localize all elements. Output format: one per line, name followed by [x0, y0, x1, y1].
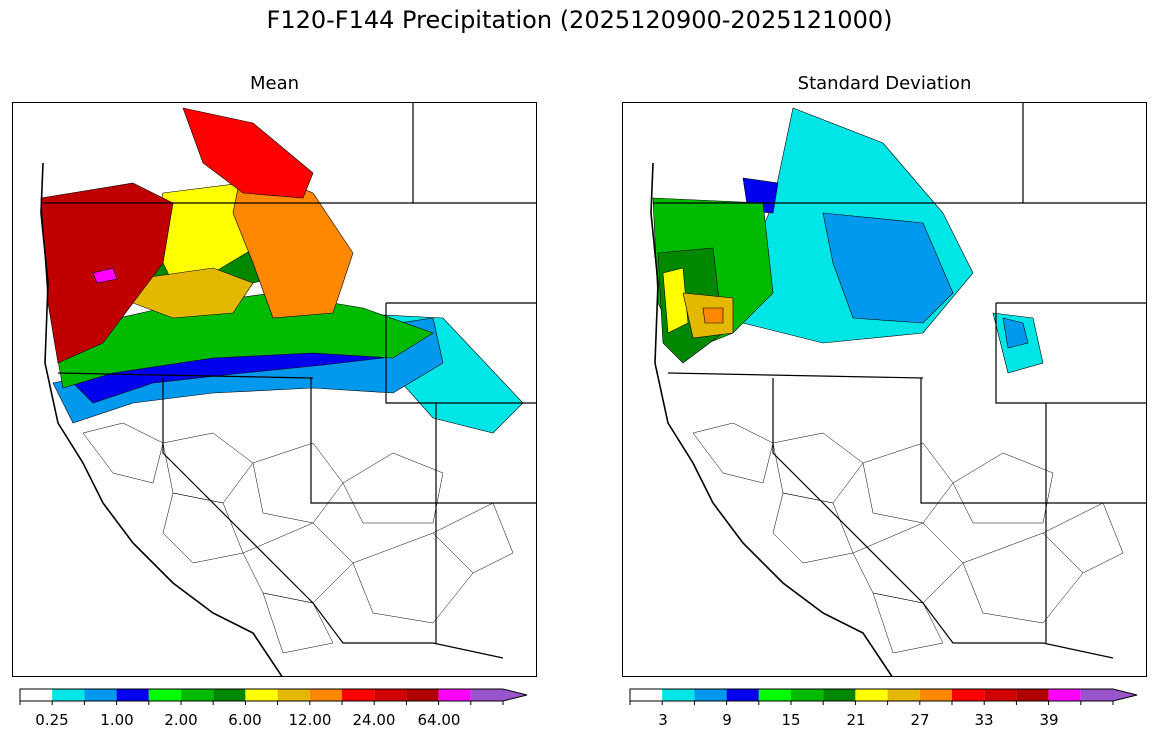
colorbar-segment: [952, 689, 985, 701]
colorbar-mean: [19, 688, 530, 705]
region-magenta: [92, 267, 118, 284]
colorbar-std-label-3: 21: [846, 711, 866, 729]
region-ne-blue: [1002, 317, 1029, 349]
basin-outlines: [82, 422, 514, 654]
colorbar-std-svg: [629, 688, 1138, 705]
colorbar-segment: [726, 689, 759, 701]
colorbar-segment: [919, 689, 952, 701]
colorbar-segment: [1080, 689, 1137, 701]
region-lightblue: [822, 212, 954, 324]
colorbar-mean-label-6: 64.00: [417, 711, 461, 729]
colorbar-segment: [630, 689, 663, 701]
colorbar-std-label-1: 9: [722, 711, 732, 729]
coastline: [650, 162, 893, 676]
state-borders: [653, 103, 1146, 659]
map-mean: [12, 102, 537, 677]
precip-std-regions: [652, 107, 1044, 374]
colorbar-segment: [20, 689, 53, 701]
colorbar-std-label-4: 27: [910, 711, 930, 729]
basin-outlines: [692, 422, 1124, 654]
colorbar-segment: [374, 689, 407, 701]
colorbar-segment: [245, 689, 278, 701]
colorbar-std-label-5: 33: [974, 711, 994, 729]
region-yellow: [662, 267, 689, 334]
colorbar-std-label-0: 3: [658, 711, 668, 729]
colorbar-std-label-2: 15: [781, 711, 801, 729]
colorbar-mean-label-5: 24.00: [352, 711, 396, 729]
colorbar-segment: [791, 689, 824, 701]
coastline: [40, 162, 283, 676]
colorbar-segment: [984, 689, 1017, 701]
region-red: [182, 107, 314, 199]
colorbar-segment: [823, 689, 856, 701]
figure-title: F120-F144 Precipitation (2025120900-2025…: [266, 6, 893, 34]
colorbar-mean-label-3: 6.00: [228, 711, 262, 729]
colorbar-std-label-6: 39: [1039, 711, 1059, 729]
colorbar-segment: [406, 689, 439, 701]
colorbar-outline: [629, 688, 1138, 702]
colorbar-segment: [148, 689, 181, 701]
colorbar-segment: [1016, 689, 1049, 701]
colorbar-segment: [758, 689, 791, 701]
colorbar-mean-label-1: 1.00: [100, 711, 134, 729]
colorbar-mean-label-0: 0.25: [35, 711, 69, 729]
colorbar-segment: [855, 689, 888, 701]
colorbar-segment: [116, 689, 149, 701]
colorbar-segment: [84, 689, 117, 701]
panel-title-mean: Mean: [249, 73, 300, 94]
colorbar-segment: [694, 689, 727, 701]
colorbar-mean-label-4: 12.00: [288, 711, 332, 729]
panel-title-std: Standard Deviation: [797, 73, 972, 94]
colorbar-segment: [52, 689, 85, 701]
precip-regions: [40, 107, 524, 434]
colorbar-segment: [181, 689, 214, 701]
state-borders: [43, 103, 536, 659]
colorbar-outline: [19, 688, 528, 702]
map-std: [622, 102, 1147, 677]
colorbar-segment: [470, 689, 527, 701]
region-orange: [702, 307, 724, 324]
colorbar-mean-label-2: 2.00: [164, 711, 198, 729]
colorbar-segment: [309, 689, 342, 701]
colorbar-mean-svg: [19, 688, 528, 705]
colorbar-segment: [213, 689, 246, 701]
colorbar-std: [629, 688, 1140, 705]
colorbar-segment: [887, 689, 920, 701]
colorbar-segment: [438, 689, 471, 701]
colorbar-segment: [662, 689, 695, 701]
colorbar-segment: [277, 689, 310, 701]
colorbar-segment: [342, 689, 375, 701]
colorbar-segment: [1048, 689, 1081, 701]
